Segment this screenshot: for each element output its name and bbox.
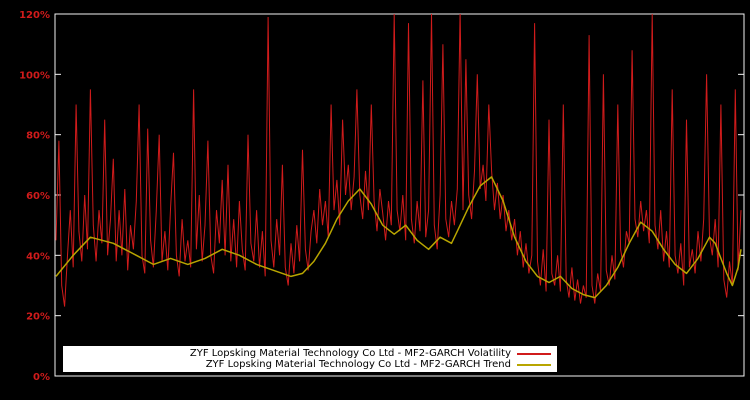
- y-axis-tick-label: 60%: [26, 191, 50, 202]
- y-axis-tick-label: 80%: [26, 131, 50, 142]
- legend-entry-trend: ZYF Lopsking Material Technology Co Ltd …: [69, 359, 551, 370]
- y-axis-tick-label: 20%: [26, 312, 50, 323]
- volatility-line: [55, 14, 742, 307]
- y-axis-tick-label: 100%: [19, 70, 50, 81]
- chart-legend: ZYF Lopsking Material Technology Co Ltd …: [63, 346, 557, 372]
- legend-label-trend: ZYF Lopsking Material Technology Co Ltd …: [205, 359, 511, 370]
- y-axis-tick-label: 0%: [33, 372, 50, 383]
- legend-line-sample-volatility: [517, 352, 551, 355]
- legend-label-volatility: ZYF Lopsking Material Technology Co Ltd …: [189, 348, 511, 359]
- plot-border: [54, 13, 745, 377]
- legend-line-sample-trend: [517, 363, 551, 366]
- y-axis-tick-label: 40%: [26, 251, 50, 262]
- trend-line: [55, 176, 742, 299]
- y-axis-tick-label: 120%: [19, 10, 50, 21]
- legend-entry-volatility: ZYF Lopsking Material Technology Co Ltd …: [69, 348, 551, 359]
